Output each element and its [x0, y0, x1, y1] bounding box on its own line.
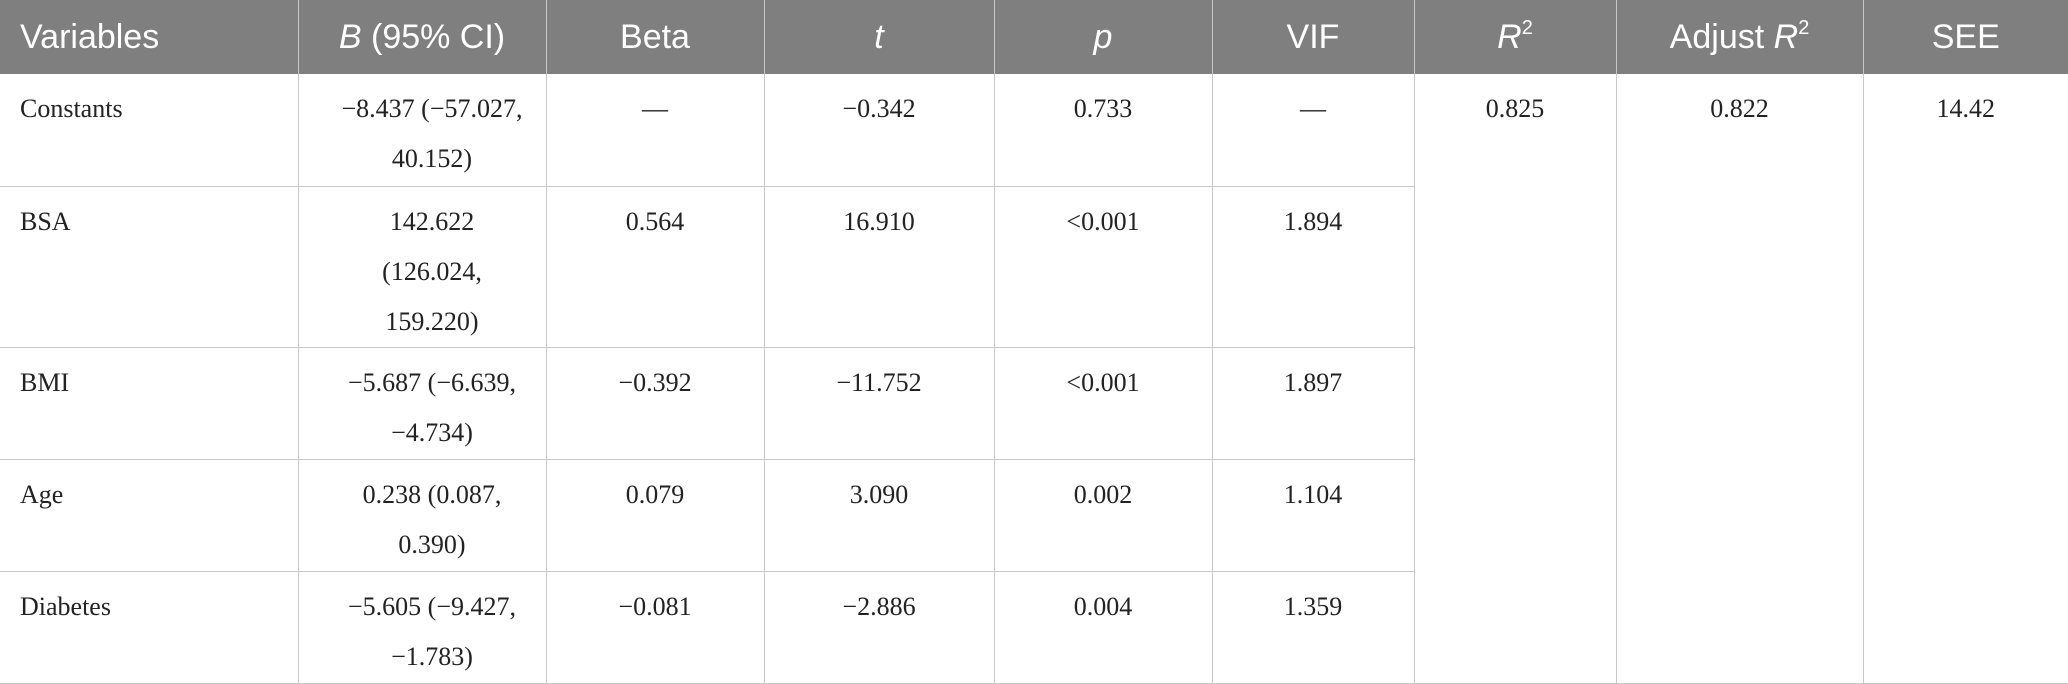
header-see: SEE [1862, 0, 2068, 74]
cell-vif: 1.359 [1211, 571, 1414, 684]
cell-b-ci: −5.605 (−9.427, −1.783) [297, 571, 546, 684]
cell-beta: −0.392 [545, 347, 764, 460]
cell-p: 0.004 [993, 571, 1212, 684]
cell-b-ci: 0.238 (0.087, 0.390) [297, 459, 546, 572]
cell-variable: BSA [0, 186, 298, 348]
header-beta: Beta [545, 0, 764, 74]
cell-t: 3.090 [763, 459, 994, 572]
header-r2: R2 [1413, 0, 1616, 74]
cell-r2: 0.825 [1413, 74, 1616, 684]
cell-t: −11.752 [763, 347, 994, 460]
cell-t: 16.910 [763, 186, 994, 348]
table-row: Constants −8.437 (−57.027, 40.152) — −0.… [0, 74, 2068, 684]
cell-variable: Age [0, 459, 298, 572]
header-row: Variables B (95% CI) Beta t p VIF R2 Adj… [0, 0, 2068, 74]
cell-variable: Diabetes [0, 571, 298, 684]
table-row: BMI −5.687 (−6.639, −4.734) −0.392 −11.7… [0, 347, 2068, 460]
cell-p: 0.733 [993, 74, 1212, 187]
cell-beta: −0.081 [545, 571, 764, 684]
cell-beta: 0.564 [545, 186, 764, 348]
cell-p: 0.002 [993, 459, 1212, 572]
header-b-ci: B (95% CI) [297, 0, 546, 74]
cell-beta: — [545, 74, 764, 187]
table-row: Age 0.238 (0.087, 0.390) 0.079 3.090 0.0… [0, 459, 2068, 572]
cell-b-ci: −8.437 (−57.027, 40.152) [297, 74, 546, 187]
cell-t: −0.342 [763, 74, 994, 187]
header-variables: Variables [20, 17, 160, 56]
header-vif: VIF [1211, 0, 1414, 74]
cell-vif: 1.894 [1211, 186, 1414, 348]
cell-variable: Constants [0, 74, 298, 187]
header-p: p [993, 0, 1212, 74]
cell-b-ci: −5.687 (−6.639, −4.734) [297, 347, 546, 460]
cell-variable: BMI [0, 347, 298, 460]
cell-adjust-r2: 0.822 [1615, 74, 1863, 684]
cell-beta: 0.079 [545, 459, 764, 572]
cell-p: <0.001 [993, 347, 1212, 460]
cell-b-ci: 142.622 (126.024, 159.220) [297, 186, 546, 348]
cell-vif: 1.104 [1211, 459, 1414, 572]
header-adjust-r2: Adjust R2 [1615, 0, 1863, 74]
cell-see: 14.42 [1862, 74, 2068, 684]
cell-p: <0.001 [993, 186, 1212, 348]
cell-vif: 1.897 [1211, 347, 1414, 460]
header-t: t [763, 0, 994, 74]
cell-t: −2.886 [763, 571, 994, 684]
cell-vif: — [1211, 74, 1414, 187]
table-row: BSA 142.622 (126.024, 159.220) 0.564 16.… [0, 186, 2068, 348]
